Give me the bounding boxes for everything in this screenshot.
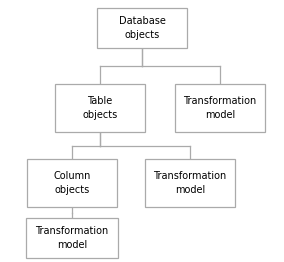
Text: Database
objects: Database objects — [118, 17, 166, 40]
FancyBboxPatch shape — [55, 84, 145, 132]
FancyBboxPatch shape — [27, 159, 117, 207]
FancyBboxPatch shape — [145, 159, 235, 207]
Text: Transformation
model: Transformation model — [36, 226, 108, 250]
Text: Transformation
model: Transformation model — [153, 171, 227, 195]
Text: Column
objects: Column objects — [53, 171, 91, 195]
Text: Transformation
model: Transformation model — [183, 96, 257, 119]
FancyBboxPatch shape — [97, 8, 187, 48]
FancyBboxPatch shape — [26, 218, 118, 258]
Text: Table
objects: Table objects — [82, 96, 118, 119]
FancyBboxPatch shape — [175, 84, 265, 132]
